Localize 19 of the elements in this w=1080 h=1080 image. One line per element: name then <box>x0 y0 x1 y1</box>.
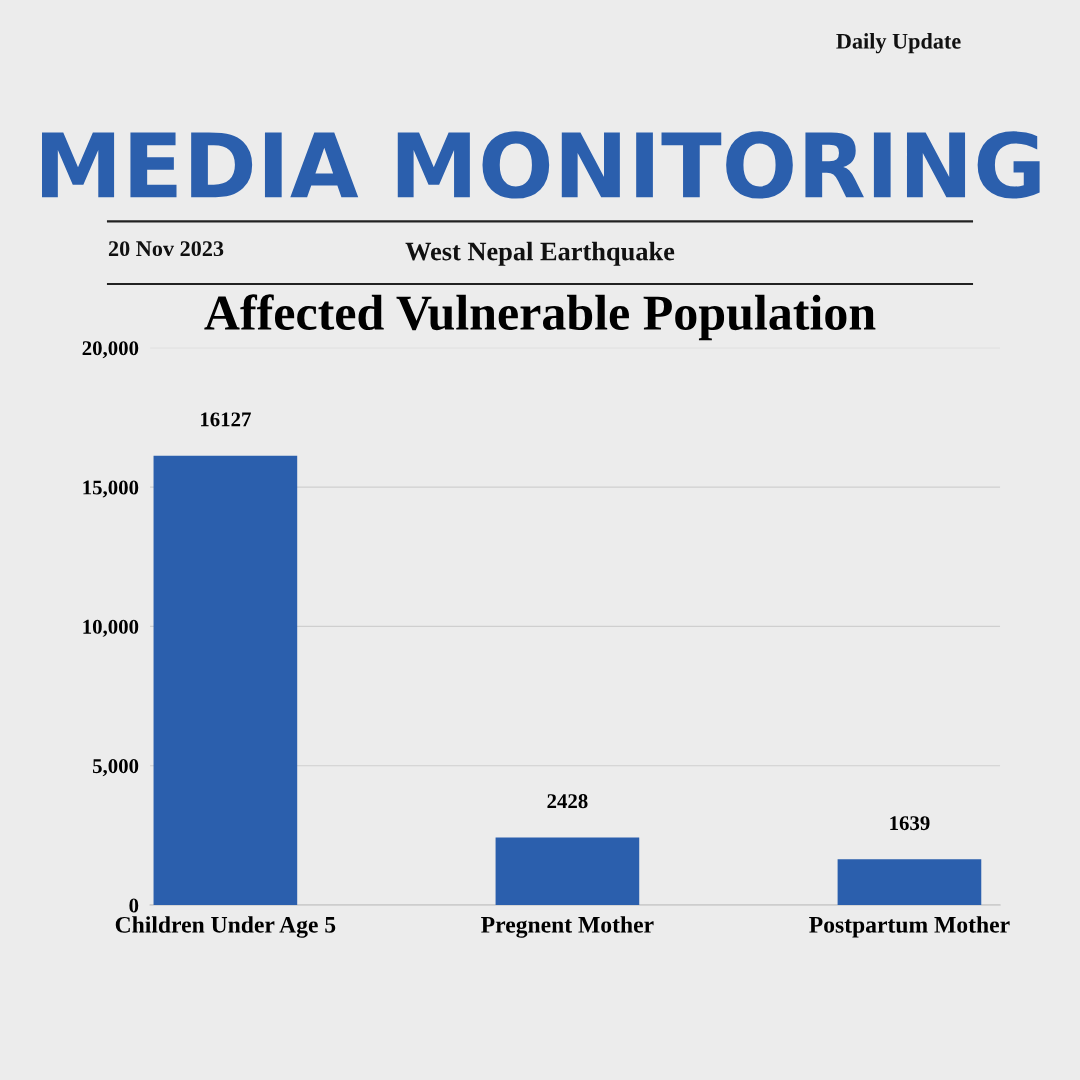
x-tick-label: Children Under Age 5 <box>115 916 336 938</box>
chart-title: Affected Vulnerable Population <box>204 294 876 341</box>
bar <box>837 859 982 906</box>
bar <box>153 455 298 906</box>
bar <box>495 837 640 906</box>
y-tick-label: 10,000 <box>83 619 139 637</box>
x-tick-label: Postpartum Mother <box>809 916 1010 938</box>
data-label: 2428 <box>547 794 588 809</box>
text: Daily Update <box>836 33 961 54</box>
y-tick-label: 0 <box>129 898 139 913</box>
text: West Nepal Earthquake <box>405 241 675 266</box>
y-tick-label: 5,000 <box>92 759 139 777</box>
data-label: 16127 <box>201 412 251 427</box>
x-tick-label: Pregnent Mother <box>481 916 654 938</box>
text: MEDIA MONITORING <box>42 131 1040 199</box>
y-tick-label: 15,000 <box>83 480 139 498</box>
y-tick-label: 20,000 <box>82 341 139 359</box>
data-label: 1639 <box>890 816 930 831</box>
text: 20 Nov 2023 <box>108 241 224 257</box>
